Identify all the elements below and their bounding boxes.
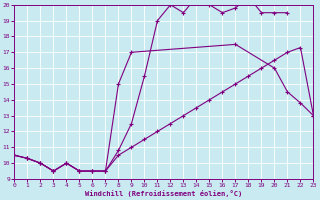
X-axis label: Windchill (Refroidissement éolien,°C): Windchill (Refroidissement éolien,°C) [85, 190, 243, 197]
